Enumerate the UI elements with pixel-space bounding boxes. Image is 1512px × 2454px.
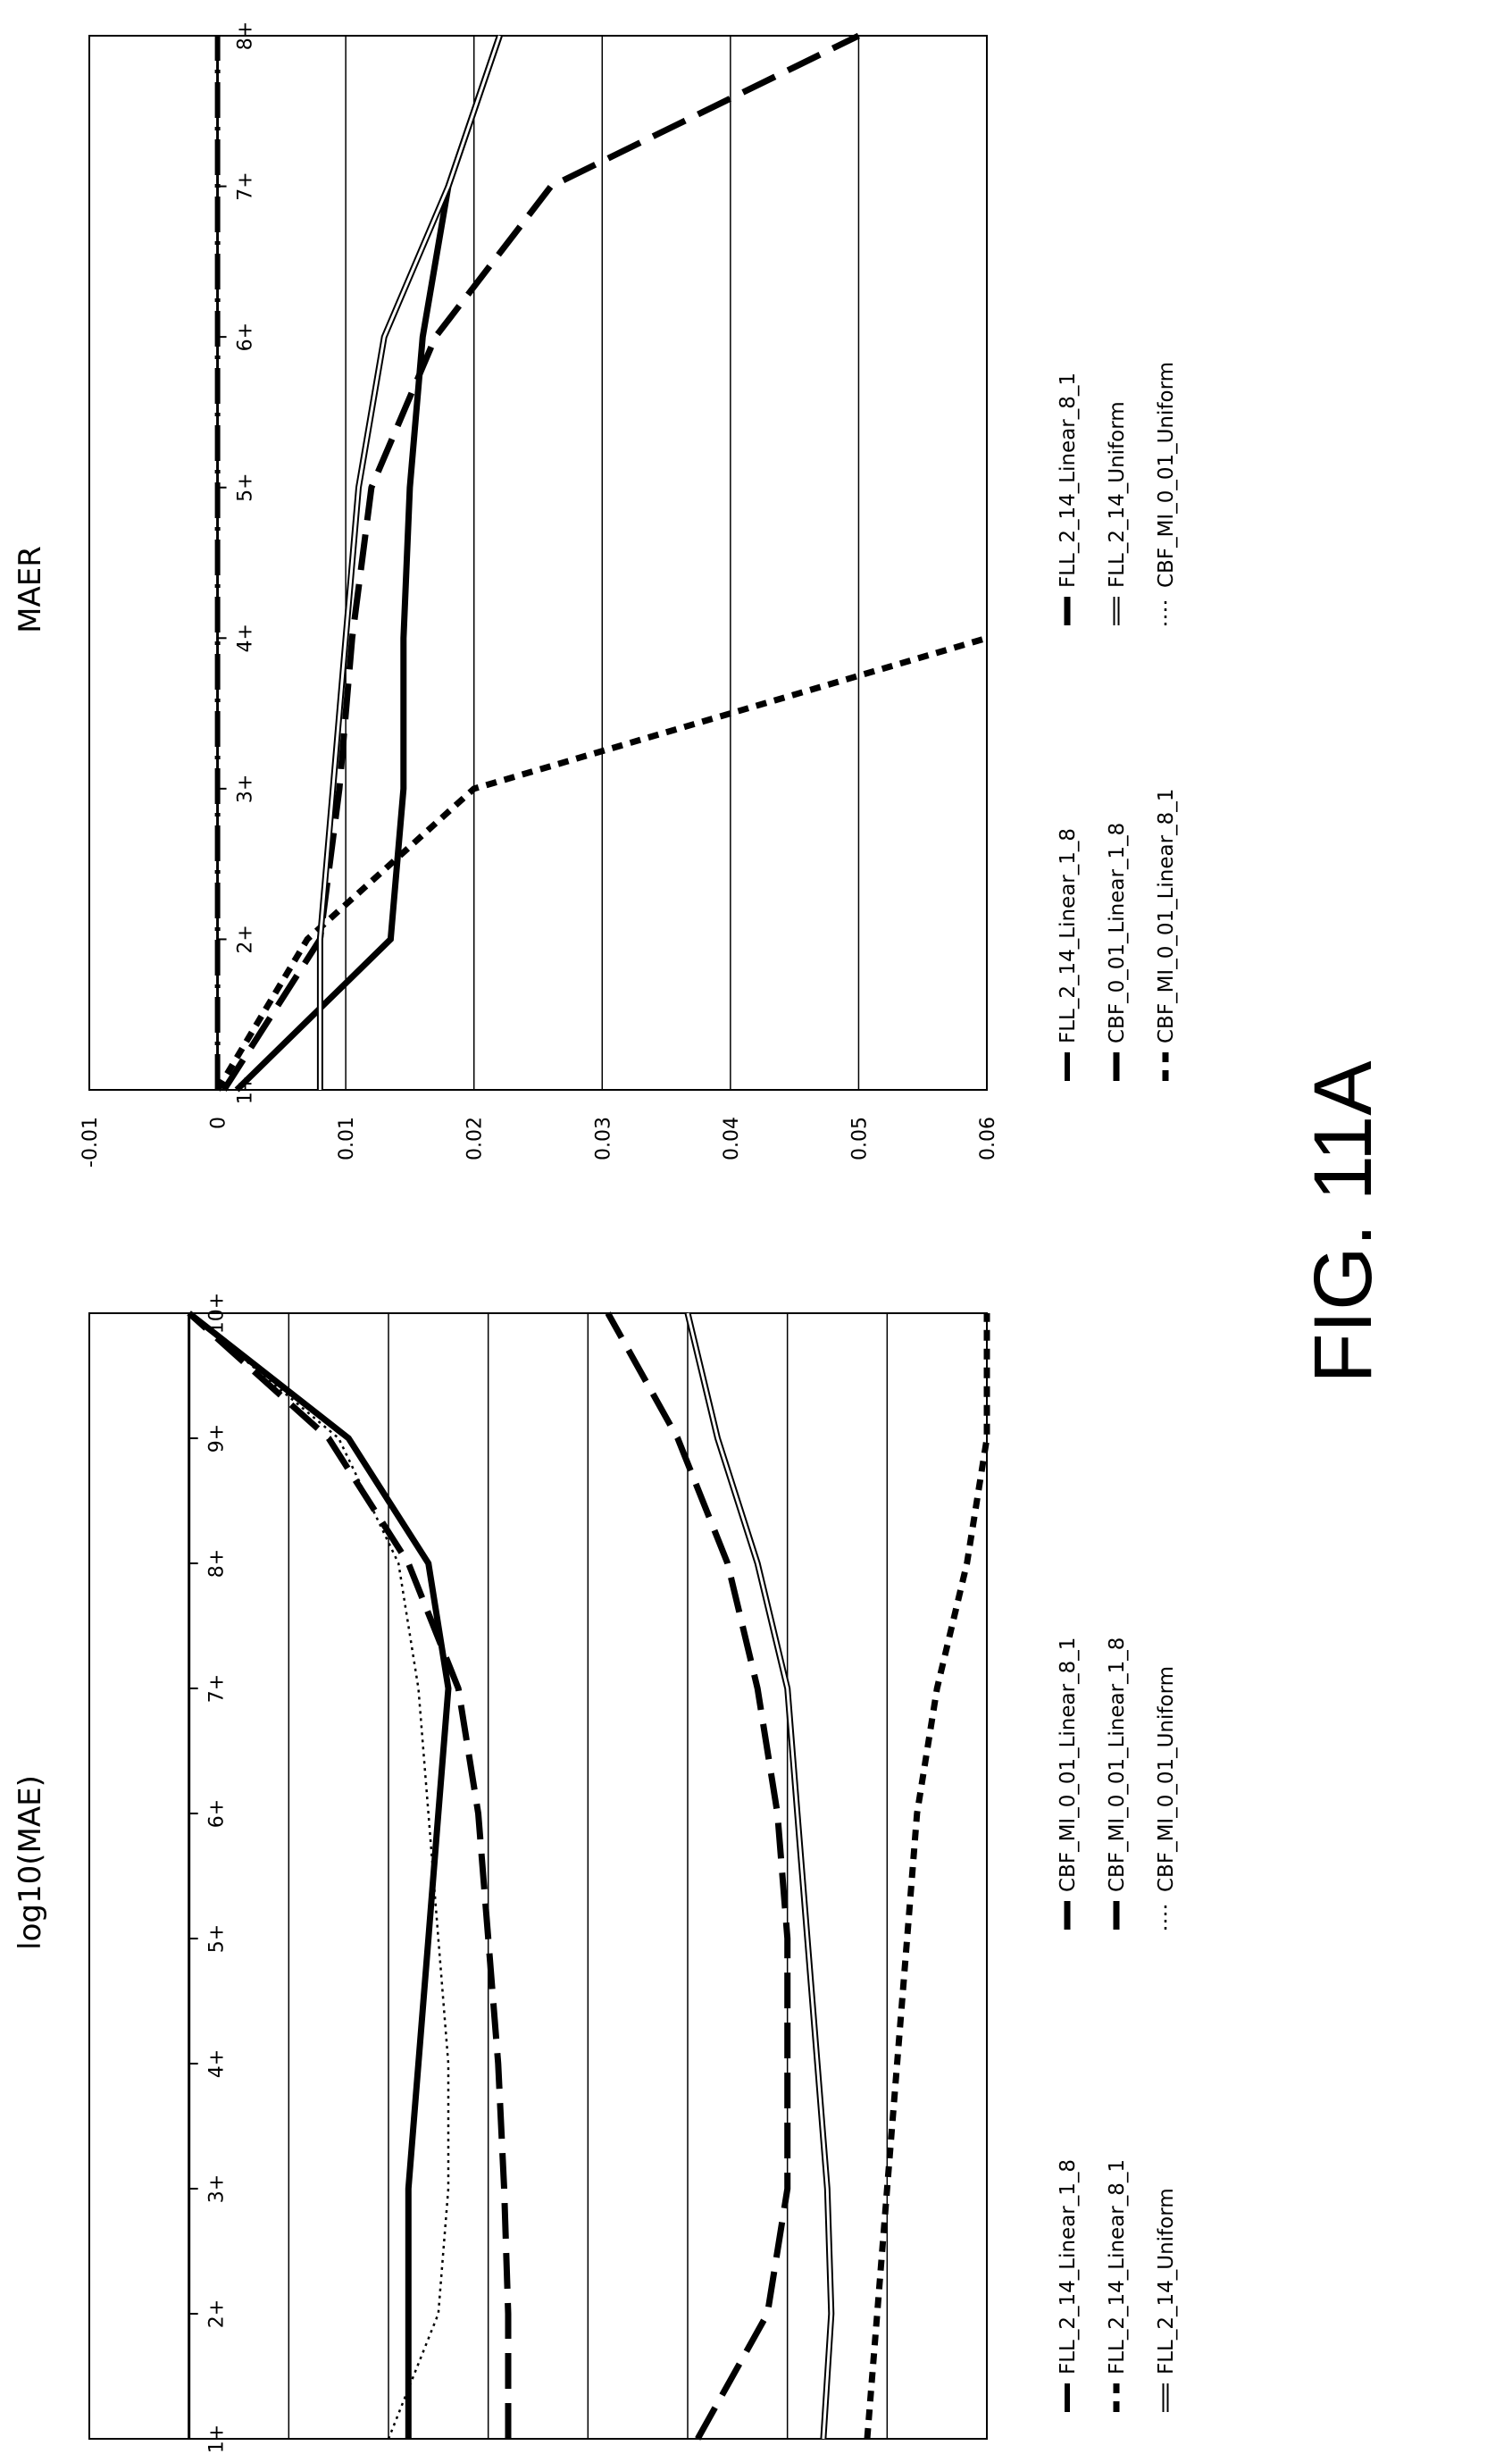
legend-entry: CBF_MI_0_01_Linear_1_8 [1106,1637,1129,1892]
x-tick-label: 8+ [235,21,257,50]
chart-maer-series [214,32,988,1093]
x-tick-label: 2+ [235,925,257,953]
series-line [864,1313,990,2440]
legend-entry: CBF_MI_0_01_Linear_8_1 [1057,1637,1080,1892]
chart-mae-legend: FLL_2_14_Linear_1_8 FLL_2_14_Linear_8_1 FL… [1057,1637,1178,2412]
chart-maer-legend: FLL_2_14_Linear_1_8 CBF_0_01_Linear_1_8 CB… [1057,362,1178,1081]
x-tick-label: 2+ [206,2299,229,2328]
figure-label: FIG. 11A [1298,1060,1389,1384]
series-line [187,1311,452,2439]
chart-mae-x-tick-labels: 1+ 2+ 3+ 4+ 5+ 6+ 7+ 8+ 9+ 10+ [188,1293,229,2453]
series-line [234,34,503,1093]
x-tick-label: 4+ [235,624,257,652]
series-line [605,1311,791,2441]
x-tick-label: 5+ [206,1924,229,1953]
chart-mae: -0.500.511.522.533.54 1+2+3+4+5+6+7+8+9+… [13,1293,1178,2453]
x-tick-label: 1+ [235,1076,257,1104]
y-tick-label: 0 [208,1117,230,1129]
legend-entry: CBF_MI_0_01_Uniform [1155,362,1178,588]
x-tick-label: 3+ [206,2174,229,2203]
legend-entry: FLL_2_14_Uniform [1106,401,1129,588]
chart-mae-gridlines [88,1313,988,2439]
y-tick-label: 0.05 [848,1117,871,1160]
x-tick-label: 6+ [235,322,257,351]
x-tick-label: 7+ [235,172,257,200]
x-tick-label: 1+ [206,2425,229,2453]
chart-maer-plot-area [88,35,988,1091]
legend-entry: CBF_0_01_Linear_1_8 [1106,823,1129,1043]
x-tick-label: 10+ [206,1293,229,1334]
legend-entry: CBF_MI_0_01_Uniform [1155,1666,1178,1892]
legend-entry: FLL_2_14_Linear_8_1 [1057,373,1080,588]
series-line [316,34,503,1090]
x-tick-label: 6+ [206,1799,229,1828]
series-line [187,1311,512,2439]
y-tick-label: 0.01 [336,1117,358,1160]
y-tick-label: 0.04 [721,1117,743,1160]
legend-entry: CBF_MI_0_01_Linear_8_1 [1155,789,1178,1043]
chart-mae-title: log10(MAE) [13,1775,48,1950]
chart-maer-gridlines [88,36,988,1090]
series-line [214,634,988,1092]
chart-maer-y-tick-labels: -0.01 0 0.01 0.02 0.03 0.04 0.05 0.06 [79,1117,999,1168]
x-tick-label: 9+ [206,1424,229,1453]
legend-entry: FLL_2_14_Linear_1_8 [1057,828,1080,1043]
y-tick-label: 0.03 [592,1117,614,1160]
legend-entry: FLL_2_14_Linear_8_1 [1106,2159,1129,2374]
x-tick-label: 4+ [206,2049,229,2078]
chart-mae-series [187,1311,990,2441]
y-tick-label: 0.06 [977,1117,999,1160]
series-line [188,1312,450,2440]
x-tick-label: 5+ [235,473,257,501]
y-tick-label: 0.02 [464,1117,487,1160]
legend-entry: FLL_2_14_Linear_1_8 [1057,2159,1080,2374]
chart-maer-title: MAER [13,546,48,633]
x-tick-label: 7+ [206,1674,229,1703]
y-tick-label: -0.01 [79,1117,102,1168]
series-line [684,1312,835,2440]
x-tick-label: 8+ [206,1549,229,1578]
x-tick-label: 3+ [235,775,257,803]
chart-mae-plot-area [88,1312,988,2440]
chart-maer-x-tick-labels: 1+ 2+ 3+ 4+ 5+ 6+ 7+ 8+ [217,21,257,1104]
legend-entry: FLL_2_14_Uniform [1155,2188,1178,2374]
chart-maer: -0.01 0 0.01 0.02 0.03 0.04 0.05 0.06 1+ 2+ 3+ 4+ 5… [13,21,1178,1168]
